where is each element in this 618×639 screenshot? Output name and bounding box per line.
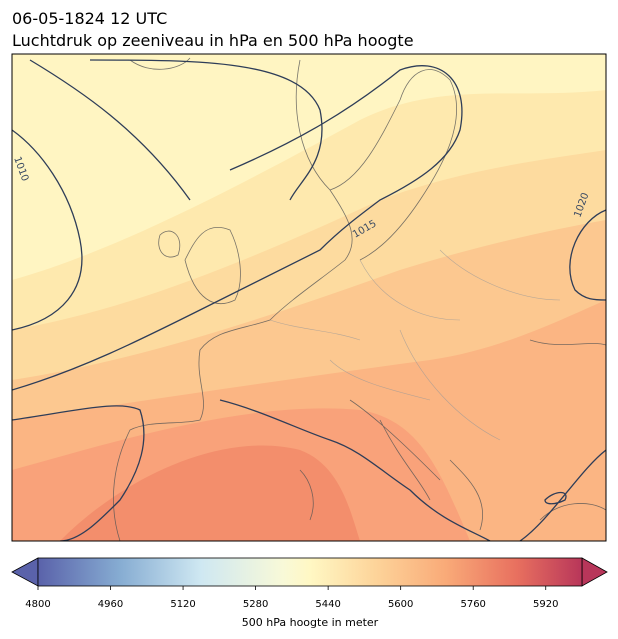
band — [60, 445, 360, 541]
title-line1: 06-05-1824 12 UTC — [12, 9, 167, 28]
colorbar-tick-label: 5600 — [388, 599, 413, 610]
colorbar-tick-label: 4960 — [98, 599, 123, 610]
colorbar-label: 500 hPa hoogte in meter — [242, 616, 379, 629]
colorbar-extend-high — [581, 557, 608, 587]
colorbar-tick-label: 5280 — [243, 599, 268, 610]
title-line2: Luchtdruk op zeeniveau in hPa en 500 hPa… — [12, 31, 414, 50]
colorbar-tick-label: 5760 — [460, 599, 485, 610]
colorbar-tick-label: 4800 — [25, 599, 50, 610]
map: 1010 1015 1020 — [12, 54, 606, 541]
colorbar-extend-low — [11, 557, 39, 587]
colorbar-tick-label: 5920 — [533, 599, 558, 610]
colorbar-tick-label: 5120 — [170, 599, 195, 610]
colorbar-body — [37, 557, 583, 587]
colorbar-tick-label: 5440 — [315, 599, 340, 610]
colorbar — [11, 557, 608, 587]
map-frame — [11, 53, 607, 542]
